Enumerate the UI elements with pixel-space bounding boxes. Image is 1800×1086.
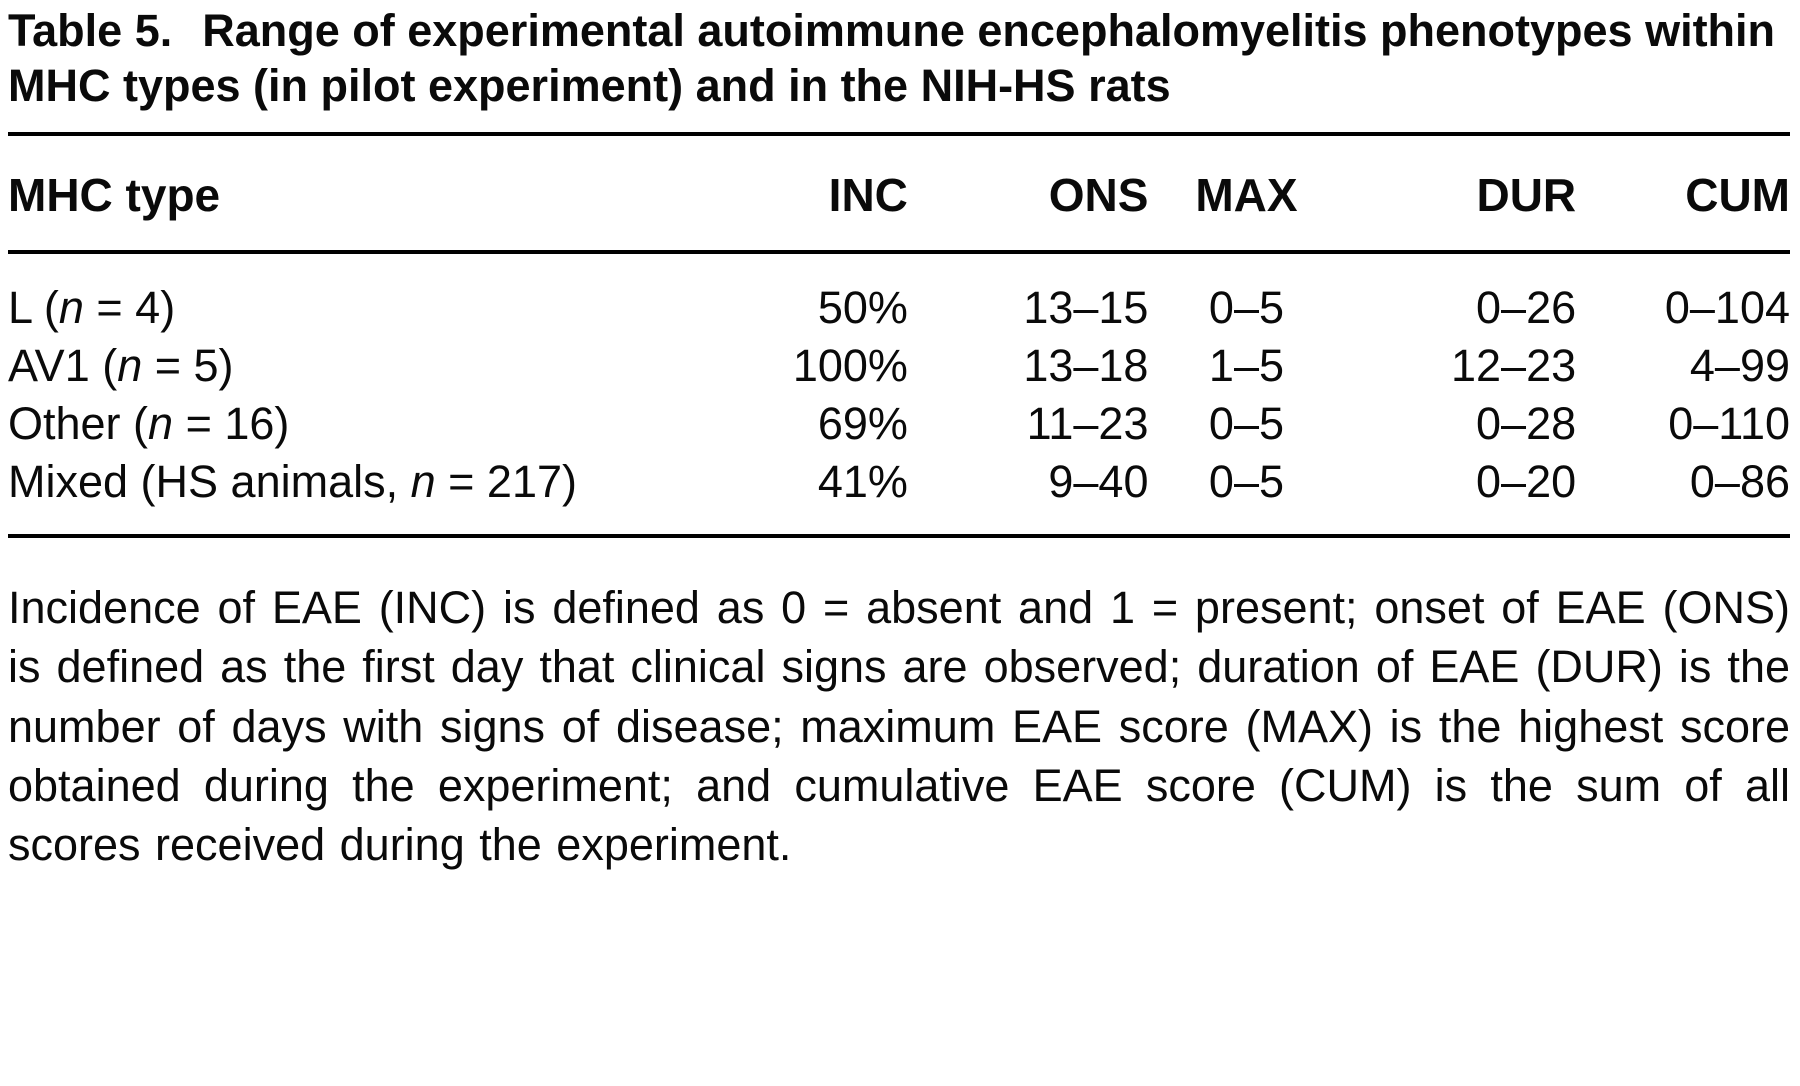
cell-max: 1–5 — [1208, 339, 1285, 391]
column-header-inc: INC — [720, 135, 908, 254]
header-row: MHC type INC ONS MAX DUR CUM — [8, 135, 1790, 254]
table-figure: Table 5. Range of experimental autoimmune… — [8, 4, 1790, 871]
cell-ons: 9–40 — [1048, 455, 1149, 507]
data-table: MHC type INC ONS MAX DUR CUM L (n = 4) 5… — [8, 135, 1790, 538]
row-label: AV1 (n = 5) — [8, 339, 234, 391]
row-label: Other (n = 16) — [8, 397, 290, 449]
cell-ons: 13–15 — [1023, 281, 1149, 333]
cell-inc: 41% — [817, 455, 908, 507]
cell-dur: 0–26 — [1476, 281, 1577, 333]
cell-ons: 13–18 — [1023, 339, 1149, 391]
row-label: Mixed (HS animals, n = 217) — [8, 455, 577, 507]
column-header-cum: CUM — [1576, 135, 1790, 254]
cell-inc: 50% — [817, 281, 908, 333]
table-row: Mixed (HS animals, n = 217) 41% 9–40 0–5… — [8, 453, 1790, 536]
cell-max: 0–5 — [1208, 455, 1285, 507]
column-header-ons: ONS — [907, 135, 1149, 254]
cell-cum: 4–99 — [1689, 339, 1790, 391]
cell-dur: 0–28 — [1476, 397, 1577, 449]
column-header-max: MAX — [1148, 135, 1345, 254]
table-row: L (n = 4) 50% 13–15 0–5 0–26 0–104 — [8, 252, 1790, 337]
cell-cum: 0–86 — [1689, 455, 1790, 507]
column-header-dur: DUR — [1344, 135, 1577, 254]
column-header-mhc-type: MHC type — [8, 135, 721, 254]
table-caption: Table 5. Range of experimental autoimmune… — [8, 4, 1790, 136]
table-row: Other (n = 16) 69% 11–23 0–5 0–28 0–110 — [8, 395, 1790, 453]
cell-max: 0–5 — [1208, 397, 1285, 449]
table-number: Table 5. — [8, 5, 173, 56]
cell-ons: 11–23 — [1026, 397, 1149, 449]
table-footnote: Incidence of EAE (INC) is defined as 0 =… — [8, 581, 1790, 871]
row-label: L (n = 4) — [8, 281, 176, 333]
cell-cum: 0–110 — [1668, 397, 1790, 449]
cell-dur: 0–20 — [1476, 455, 1577, 507]
cell-inc: 100% — [792, 339, 908, 391]
cell-inc: 69% — [817, 397, 908, 449]
cell-cum: 0–104 — [1664, 281, 1790, 333]
table-title: Range of experimental autoimmune encepha… — [8, 5, 1776, 111]
table-row: AV1 (n = 5) 100% 13–18 1–5 12–23 4–99 — [8, 337, 1790, 395]
cell-max: 0–5 — [1208, 281, 1285, 333]
cell-dur: 12–23 — [1451, 339, 1577, 391]
